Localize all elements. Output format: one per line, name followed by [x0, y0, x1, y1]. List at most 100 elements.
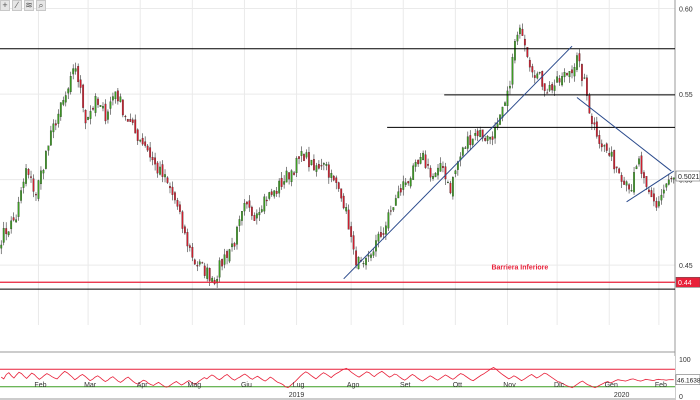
candle-body — [74, 68, 77, 72]
candle-body — [667, 179, 670, 185]
candle-body — [417, 159, 420, 165]
candle-body — [384, 225, 387, 235]
candle-body — [92, 107, 94, 110]
candle-body — [578, 53, 581, 62]
candle-body — [600, 143, 603, 148]
candle-body — [221, 259, 223, 267]
candle-body — [419, 157, 422, 164]
candle-body — [456, 161, 459, 170]
candle-body — [186, 232, 189, 247]
candle-body — [22, 181, 25, 188]
candle-body — [481, 129, 484, 139]
candle-body — [278, 180, 281, 194]
candle-body — [514, 41, 516, 61]
candle-body — [250, 206, 253, 216]
x-tick-label: Gen — [605, 382, 618, 389]
x-tick-label: Lug — [293, 382, 305, 389]
candle-body — [533, 75, 536, 78]
candle-body — [288, 172, 291, 180]
candle-body — [42, 170, 45, 174]
candle-body — [643, 172, 645, 179]
candle-body — [588, 94, 591, 114]
osc-y-tick-label: 0 — [679, 394, 683, 400]
candle-body — [255, 213, 258, 219]
candle-body — [273, 190, 276, 197]
candle-body — [653, 193, 655, 202]
candle-body — [270, 191, 273, 195]
candle-body — [506, 90, 509, 107]
chart-toolbar: + ∕ ≋ ⌕ — [0, 0, 48, 12]
candle-body — [15, 219, 18, 223]
candle-body — [216, 279, 219, 284]
candle-body — [615, 166, 618, 169]
x-tick-label: Feb — [655, 382, 667, 389]
candle-body — [630, 190, 633, 192]
candle-body — [608, 153, 611, 156]
candle-body — [367, 255, 370, 257]
y-tick-label: 0.45 — [679, 263, 693, 270]
candle-body — [519, 27, 521, 35]
candle-body — [308, 152, 310, 168]
candle-body — [330, 173, 333, 178]
candle-body — [253, 215, 256, 221]
candle-body — [107, 111, 109, 120]
candle-body — [263, 196, 266, 212]
osc-value-label: 46.1638 — [677, 378, 700, 385]
candle-body — [136, 129, 139, 141]
candle-body — [404, 182, 407, 185]
candle-body — [432, 176, 434, 179]
candle-body — [59, 102, 62, 117]
x-tick-label: Feb — [34, 382, 46, 389]
candle-body — [248, 200, 251, 208]
candle-body — [469, 135, 472, 146]
candle-body — [327, 164, 330, 178]
candle-body — [17, 201, 20, 217]
candle-body — [424, 154, 427, 168]
candle-body — [504, 102, 506, 106]
candle-body — [476, 130, 479, 137]
candle-body — [377, 233, 380, 242]
candle-body — [315, 165, 318, 172]
trend-line — [626, 170, 675, 203]
candle-body — [49, 130, 52, 146]
crosshair-icon[interactable]: + — [0, 0, 10, 11]
fibonacci-icon[interactable]: ≋ — [24, 0, 34, 11]
x-tick-label: Dic — [554, 382, 565, 389]
candle-body — [670, 177, 673, 180]
line-tool-icon[interactable]: ∕ — [12, 0, 22, 11]
magnify-icon[interactable]: ⌕ — [36, 0, 46, 11]
candle-body — [293, 172, 295, 175]
candle-body — [394, 198, 397, 206]
candle-body — [226, 251, 228, 258]
candle-body — [655, 201, 658, 208]
candle-body — [57, 113, 60, 124]
y-tick-label: 0.55 — [679, 92, 693, 99]
candle-body — [352, 235, 355, 250]
x-tick-label: Mar — [84, 382, 97, 389]
candle-body — [486, 136, 489, 141]
candle-body — [134, 119, 137, 134]
candle-body — [387, 212, 390, 229]
candle-body — [109, 101, 112, 109]
candle-body — [633, 172, 635, 193]
candle-body — [484, 138, 487, 141]
candle-body — [566, 73, 568, 76]
x-tick-label: Apr — [137, 382, 149, 389]
candle-body — [179, 204, 181, 212]
candle-body — [139, 139, 142, 142]
candle-body — [97, 98, 99, 105]
candle-body — [474, 133, 477, 136]
annotation-label: Barriera Inferiore — [491, 264, 548, 271]
candle-body — [211, 277, 214, 283]
candle-body — [638, 158, 640, 165]
candle-body — [206, 267, 209, 279]
candle-body — [561, 76, 563, 86]
candle-body — [176, 200, 179, 207]
candle-body — [635, 166, 638, 170]
candle-body — [243, 203, 246, 212]
candle-body — [280, 177, 283, 187]
candle-body — [528, 59, 531, 68]
candle-body — [12, 217, 15, 221]
year-label: 2020 — [614, 392, 630, 399]
x-tick-label: Nov — [503, 382, 516, 389]
